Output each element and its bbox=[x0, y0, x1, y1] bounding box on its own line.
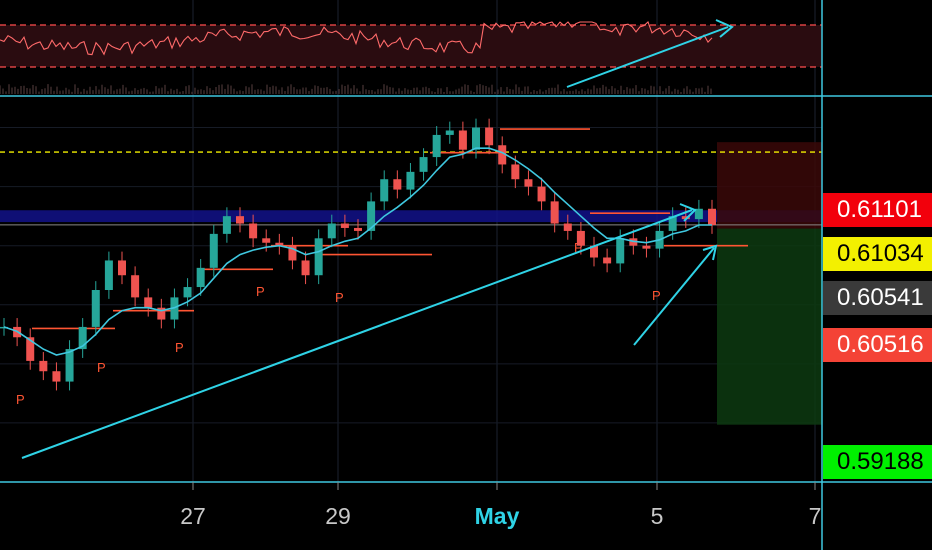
main-trendline bbox=[21, 209, 693, 459]
candle-body bbox=[432, 134, 441, 158]
candle-body bbox=[537, 186, 546, 202]
candle-body bbox=[249, 223, 258, 239]
candle-body bbox=[209, 233, 218, 268]
candle-body bbox=[91, 290, 100, 327]
trendlines bbox=[21, 203, 718, 459]
pivot-marker-1: P bbox=[97, 360, 106, 375]
time-tick-label-4: 7 bbox=[808, 503, 822, 529]
candle-body bbox=[314, 238, 323, 276]
candle-body bbox=[681, 216, 690, 220]
pivot-marker-4: P bbox=[335, 290, 344, 305]
pivot-marker-6: P bbox=[652, 288, 661, 303]
oscillator-band bbox=[0, 25, 822, 67]
candle-body bbox=[65, 349, 74, 382]
candle-body bbox=[393, 179, 402, 190]
candle-body bbox=[157, 307, 166, 320]
oscillator-arrowhead bbox=[715, 19, 734, 38]
candle-body bbox=[367, 201, 376, 231]
candle-body bbox=[222, 216, 231, 234]
candle-body bbox=[131, 275, 140, 298]
candle-body bbox=[288, 245, 297, 261]
candle-body bbox=[524, 179, 533, 187]
pivot-marker-0: P bbox=[16, 392, 25, 407]
oscillator-trendline bbox=[566, 26, 729, 88]
candle-body bbox=[78, 326, 87, 350]
candle-body bbox=[616, 238, 625, 264]
price-label-last-price: 0.60541 bbox=[823, 281, 932, 315]
candle-body bbox=[275, 242, 284, 246]
main-arrowhead bbox=[679, 203, 697, 222]
candle-body bbox=[340, 223, 349, 228]
time-tick-label-0: 27 bbox=[180, 503, 206, 529]
candle-body bbox=[419, 157, 428, 172]
candle-body bbox=[590, 245, 598, 258]
moving-average-line bbox=[3, 147, 712, 356]
oscillator-pane bbox=[0, 19, 822, 94]
oscillator-line bbox=[0, 21, 713, 56]
candle-body bbox=[26, 337, 35, 361]
price-label-entry: 0.60516 bbox=[823, 328, 932, 362]
candle-body bbox=[354, 227, 362, 231]
blue-zone-rect bbox=[0, 210, 822, 223]
candle-body bbox=[144, 297, 153, 308]
candle-body bbox=[668, 216, 677, 231]
short-arrowhead bbox=[702, 244, 718, 261]
time-tick-label-1: 29 bbox=[325, 503, 351, 529]
candle-body bbox=[694, 208, 703, 220]
candle-body bbox=[183, 287, 192, 298]
candle-body bbox=[118, 260, 126, 276]
time-tick-label-3: 5 bbox=[650, 503, 664, 529]
target-zone bbox=[717, 228, 822, 425]
candle-body bbox=[485, 127, 494, 146]
candle-body bbox=[445, 130, 454, 135]
candle-body bbox=[576, 230, 585, 246]
candle-body bbox=[511, 164, 520, 180]
candle-body bbox=[406, 171, 415, 190]
position-box bbox=[717, 142, 822, 425]
candle-body bbox=[708, 208, 716, 226]
candle-body bbox=[563, 223, 572, 231]
candle-body bbox=[236, 216, 244, 224]
price-label-dashed-level: 0.61034 bbox=[823, 237, 932, 271]
candle-body bbox=[52, 371, 61, 382]
candle-body bbox=[39, 360, 48, 372]
candle-body bbox=[380, 179, 389, 202]
price-series bbox=[0, 118, 716, 391]
candle-body bbox=[262, 238, 271, 243]
price-label-resistance: 0.61101 bbox=[823, 193, 932, 227]
candle-body bbox=[327, 223, 336, 239]
price-label-target: 0.59188 bbox=[823, 445, 932, 479]
stop-zone bbox=[717, 142, 822, 229]
short-trendline bbox=[633, 247, 715, 346]
candle-body bbox=[196, 267, 205, 288]
candle-body bbox=[550, 201, 559, 224]
candle-body bbox=[458, 130, 467, 150]
candle-body bbox=[301, 260, 310, 276]
grid-lines bbox=[0, 0, 822, 482]
pivot-marker-5: P bbox=[574, 240, 583, 255]
candle-body bbox=[498, 145, 507, 165]
pivot-marker-3: P bbox=[256, 284, 265, 299]
candle-body bbox=[603, 257, 612, 264]
pivot-marker-2: P bbox=[175, 340, 184, 355]
candle-body bbox=[642, 245, 651, 249]
candle-body bbox=[472, 127, 480, 150]
moving-average bbox=[3, 147, 712, 356]
candle-body bbox=[104, 260, 113, 290]
blue-zone bbox=[0, 210, 822, 223]
time-tick-label-2: May bbox=[474, 503, 520, 529]
